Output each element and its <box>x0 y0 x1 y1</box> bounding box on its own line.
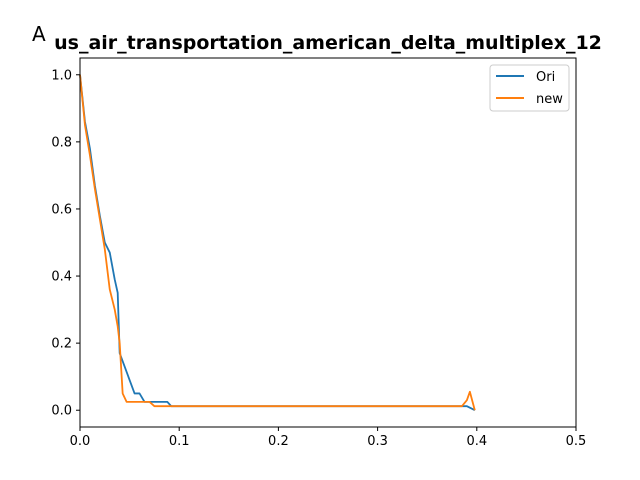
x-tick-label: 0.4 <box>466 434 487 449</box>
series-line-new <box>79 74 476 411</box>
series-layer <box>79 74 476 412</box>
x-tick-label: 0.5 <box>566 434 587 449</box>
chart-title: us_air_transportation_american_delta_mul… <box>54 32 602 54</box>
x-tick-label: 0.2 <box>268 434 289 449</box>
plot-frame <box>79 57 577 428</box>
y-tick-label: 0.4 <box>51 270 72 285</box>
axis-layer: 0.0 0.1 0.2 0.3 0.4 0.5 0.0 0.2 0.4 0.6 0.8 1.0 <box>51 68 586 449</box>
legend-label-new: new <box>536 92 563 107</box>
panel-label: A <box>32 22 46 46</box>
y-tick-label: 0.2 <box>51 337 72 352</box>
y-tick-label: 1.0 <box>51 68 72 83</box>
y-tick-label: 0.8 <box>51 135 72 150</box>
y-tick-label: 0.6 <box>51 202 72 217</box>
legend-label-ori: Ori <box>536 70 555 85</box>
x-tick-label: 0.0 <box>70 434 91 449</box>
plot-area <box>80 58 576 427</box>
x-tick-label: 0.1 <box>169 434 190 449</box>
y-tick-label: 0.0 <box>51 404 72 419</box>
legend: Ori new <box>489 64 570 112</box>
x-tick-label: 0.3 <box>367 434 388 449</box>
